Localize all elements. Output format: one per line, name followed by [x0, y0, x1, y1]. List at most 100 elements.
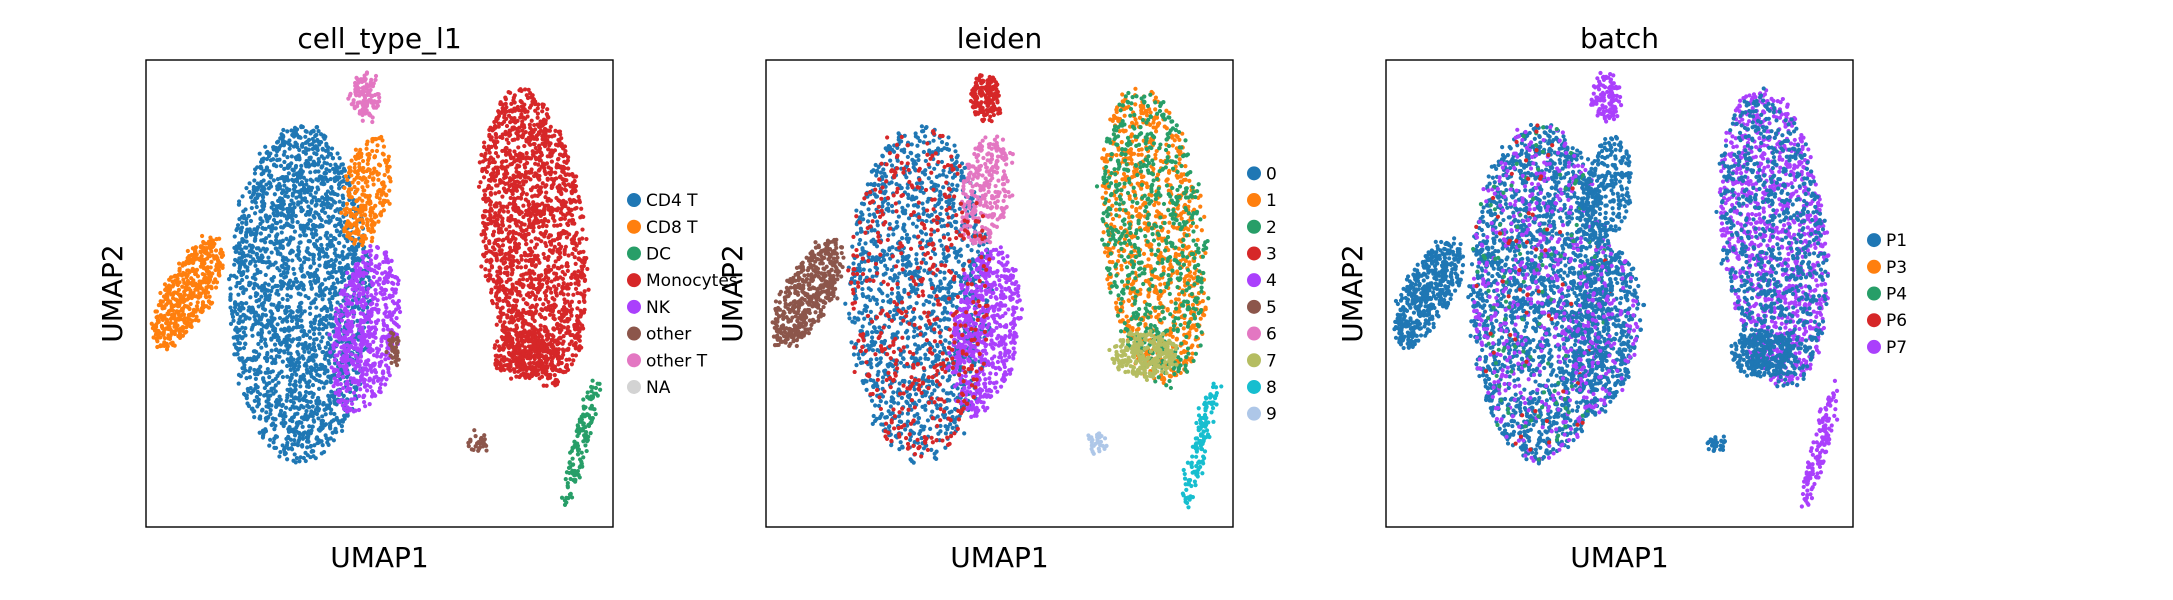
- scatter-point: [297, 283, 302, 289]
- scatter-point: [268, 184, 274, 189]
- scatter-point: [334, 229, 340, 234]
- scatter-point: [337, 330, 342, 335]
- scatter-point: [331, 286, 336, 291]
- scatter-point: [249, 230, 254, 235]
- scatter-point: [256, 298, 261, 303]
- scatter-point: [513, 221, 518, 226]
- scatter-point: [309, 324, 314, 329]
- scatter-point: [562, 297, 567, 302]
- scatter-point: [259, 315, 264, 320]
- scatter-point: [371, 339, 376, 344]
- scatter-point: [252, 409, 257, 414]
- scatter-point: [376, 265, 382, 271]
- scatter-point: [321, 156, 327, 161]
- scatter-point: [316, 129, 321, 134]
- scatter-point: [291, 201, 296, 206]
- scatter-point: [277, 268, 282, 273]
- scatter-point: [158, 313, 163, 318]
- scatter-point: [488, 206, 494, 211]
- scatter-point: [333, 208, 338, 214]
- scatter-point: [219, 254, 224, 260]
- scatter-point: [360, 243, 365, 248]
- scatter-point: [261, 178, 266, 183]
- scatter-point: [265, 370, 270, 375]
- scatter-point: [285, 363, 290, 369]
- scatter-point: [166, 326, 171, 332]
- scatter-point: [395, 335, 400, 341]
- scatter-point: [341, 337, 346, 342]
- scatter-point: [333, 312, 338, 317]
- scatter-point: [509, 101, 514, 106]
- scatter-point: [296, 440, 301, 445]
- scatter-point: [244, 245, 249, 250]
- scatter-point: [209, 249, 214, 254]
- scatter-point: [481, 144, 487, 150]
- scatter-point: [237, 270, 242, 275]
- scatter-point: [319, 203, 324, 208]
- scatter-point: [287, 382, 292, 387]
- scatter-point: [375, 245, 381, 250]
- scatter-point: [158, 290, 163, 296]
- scatter-point: [517, 164, 522, 169]
- scatter-point: [185, 248, 190, 254]
- scatter-point: [292, 452, 297, 457]
- scatter-point: [316, 343, 321, 348]
- scatter-point: [479, 264, 484, 269]
- scatter-point: [308, 170, 313, 175]
- scatter-point: [197, 294, 202, 299]
- scatter-point: [236, 381, 241, 386]
- scatter-point: [247, 368, 252, 374]
- scatter-point: [254, 204, 259, 210]
- scatter-point: [483, 157, 488, 162]
- scatter-point: [582, 289, 587, 294]
- scatter-point: [523, 170, 529, 175]
- scatter-point: [378, 213, 384, 218]
- scatter-point: [228, 292, 233, 297]
- scatter-point: [334, 430, 339, 435]
- scatter-point: [235, 351, 240, 357]
- scatter-point: [194, 304, 200, 309]
- scatter-point: [397, 309, 403, 315]
- scatter-point: [257, 151, 262, 156]
- scatter-point: [263, 249, 268, 254]
- scatter-point: [531, 142, 536, 147]
- scatter-point: [359, 89, 364, 94]
- scatter-point: [285, 258, 291, 263]
- scatter-point: [353, 231, 358, 236]
- scatter-point: [329, 307, 334, 312]
- scatter-point: [255, 255, 261, 260]
- scatter-point: [189, 281, 194, 286]
- scatter-point: [188, 290, 193, 295]
- scatter-point: [170, 308, 176, 313]
- scatter-point: [537, 224, 542, 230]
- scatter-point: [365, 184, 370, 189]
- scatter-point: [345, 379, 350, 384]
- scatter-point: [270, 200, 275, 206]
- scatter-point: [311, 358, 316, 363]
- scatter-point: [271, 178, 276, 183]
- scatter-point: [228, 321, 234, 326]
- scatter-point: [369, 389, 375, 394]
- scatter-point: [317, 285, 322, 290]
- scatter-point: [162, 282, 168, 287]
- scatter-point: [271, 275, 277, 280]
- scatter-point: [279, 132, 284, 137]
- scatter-point: [333, 316, 338, 322]
- scatter-point: [340, 374, 346, 380]
- scatter-point: [352, 161, 357, 167]
- scatter-point: [390, 287, 395, 292]
- scatter-point: [275, 283, 280, 289]
- scatter-point: [282, 350, 287, 355]
- scatter-point: [301, 356, 306, 361]
- scatter-point: [323, 210, 328, 215]
- scatter-point: [337, 323, 342, 329]
- scatter-point: [314, 232, 319, 237]
- scatter-point: [282, 149, 287, 154]
- scatter-point: [561, 349, 566, 354]
- scatter-point: [483, 151, 488, 156]
- scatter-point: [251, 388, 256, 394]
- scatter-point: [386, 158, 391, 163]
- scatter-point: [250, 192, 256, 197]
- scatter-point: [283, 405, 289, 410]
- scatter-point: [255, 270, 260, 276]
